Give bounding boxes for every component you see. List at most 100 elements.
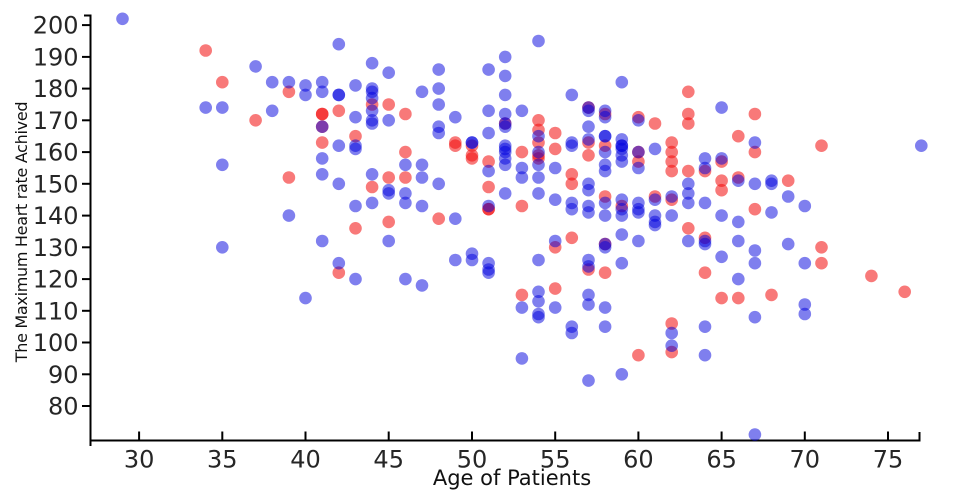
data-point-series-red <box>382 215 396 229</box>
data-point-series-red <box>781 174 795 187</box>
x-axis-label: Age of Patients <box>433 466 591 490</box>
data-point-series-blue <box>698 196 712 210</box>
data-point-series-blue <box>582 133 595 146</box>
data-point-series-blue <box>399 272 412 286</box>
data-point-series-blue <box>715 209 728 222</box>
data-point-series-blue <box>798 256 812 270</box>
data-point-series-blue <box>781 237 795 251</box>
data-point-series-blue <box>249 60 262 73</box>
data-point-series-red <box>682 222 695 235</box>
data-point-series-blue <box>565 326 579 340</box>
data-point-series-blue <box>598 158 612 172</box>
data-point-series-blue <box>698 234 712 248</box>
data-point-series-blue <box>432 177 446 191</box>
data-point-series-blue <box>399 158 412 172</box>
data-point-series-blue <box>498 145 512 159</box>
x-tick-label: 65 <box>706 446 737 474</box>
data-point-series-red <box>315 107 329 121</box>
data-point-series-blue <box>482 199 495 213</box>
data-point-series-blue <box>482 63 495 76</box>
data-point-series-blue <box>415 158 429 172</box>
data-point-series-blue <box>482 266 495 280</box>
data-point-series-blue <box>548 161 562 175</box>
data-point-series-blue <box>365 104 379 118</box>
data-point-series-red <box>515 288 529 302</box>
y-tick-label: 170 <box>33 107 79 135</box>
y-tick-label: 140 <box>33 202 79 230</box>
data-point-series-blue <box>332 37 346 51</box>
data-point-series-blue <box>748 177 762 191</box>
data-point-series-blue <box>648 215 662 229</box>
data-point-series-blue <box>748 256 762 270</box>
data-point-series-blue <box>798 199 812 213</box>
data-point-series-blue <box>615 256 629 270</box>
data-point-series-blue <box>332 177 346 191</box>
data-point-series-red <box>815 241 828 254</box>
data-point-series-red <box>565 177 579 191</box>
data-point-series-blue <box>515 301 529 314</box>
data-point-series-blue <box>732 234 745 248</box>
y-axis-label: The Maximum Heart rate Achived <box>12 102 31 364</box>
x-tick-label: 50 <box>457 446 488 474</box>
data-point-series-blue <box>648 193 662 206</box>
data-point-series-blue <box>365 168 379 181</box>
data-point-series-blue <box>116 12 129 26</box>
x-tick-label: 70 <box>790 446 821 474</box>
y-tick-label: 110 <box>33 297 79 325</box>
data-point-series-blue <box>282 75 296 89</box>
data-point-series-blue <box>382 66 396 79</box>
data-point-series-red <box>648 117 662 130</box>
data-point-series-blue <box>432 98 446 111</box>
data-point-series-red <box>449 136 462 149</box>
data-point-series-blue <box>465 136 479 149</box>
data-point-series-blue <box>615 193 629 206</box>
data-point-series-red <box>715 291 728 305</box>
data-point-series-blue <box>382 187 396 200</box>
data-point-series-blue <box>682 196 695 210</box>
x-tick-label: 75 <box>873 446 904 474</box>
data-point-series-red <box>898 285 911 299</box>
data-point-series-blue <box>748 428 762 441</box>
data-point-series-blue <box>598 145 612 159</box>
data-point-series-blue <box>465 253 479 267</box>
data-point-series-blue <box>449 212 462 225</box>
data-point-series-blue <box>598 110 612 124</box>
data-point-series-blue <box>565 196 579 210</box>
data-point-series-blue <box>582 374 595 387</box>
data-point-series-blue <box>765 177 778 191</box>
data-point-series-blue <box>299 88 312 102</box>
data-point-series-blue <box>615 149 629 162</box>
data-point-series-red <box>748 202 762 216</box>
data-point-series-red <box>349 222 362 235</box>
data-point-series-blue <box>532 295 545 308</box>
data-point-series-blue <box>349 272 362 286</box>
data-point-series-blue <box>698 320 712 334</box>
data-point-series-blue <box>349 199 362 213</box>
data-point-series-blue <box>365 91 379 105</box>
data-point-series-red <box>282 85 296 99</box>
data-point-series-blue <box>415 279 429 292</box>
data-point-series-blue <box>732 174 745 187</box>
data-point-series-red <box>465 149 479 162</box>
data-point-series-blue <box>532 285 545 299</box>
data-point-series-blue <box>382 114 396 127</box>
data-point-series-blue <box>665 326 678 340</box>
data-point-series-red <box>365 180 379 194</box>
data-point-series-red <box>682 107 695 121</box>
data-point-series-red <box>532 114 545 127</box>
data-point-series-red <box>565 231 579 245</box>
data-point-series-red <box>748 107 762 121</box>
data-point-series-red <box>548 142 562 156</box>
data-point-series-blue <box>498 187 512 200</box>
data-point-series-blue <box>315 75 329 89</box>
data-point-series-blue <box>615 139 629 152</box>
data-point-series-red <box>665 136 678 149</box>
data-point-series-blue <box>532 187 545 200</box>
data-point-series-blue <box>315 85 329 99</box>
data-point-series-blue <box>582 177 595 191</box>
data-point-series-red <box>548 126 562 140</box>
data-point-series-red <box>332 104 346 118</box>
data-point-series-blue <box>515 161 529 175</box>
